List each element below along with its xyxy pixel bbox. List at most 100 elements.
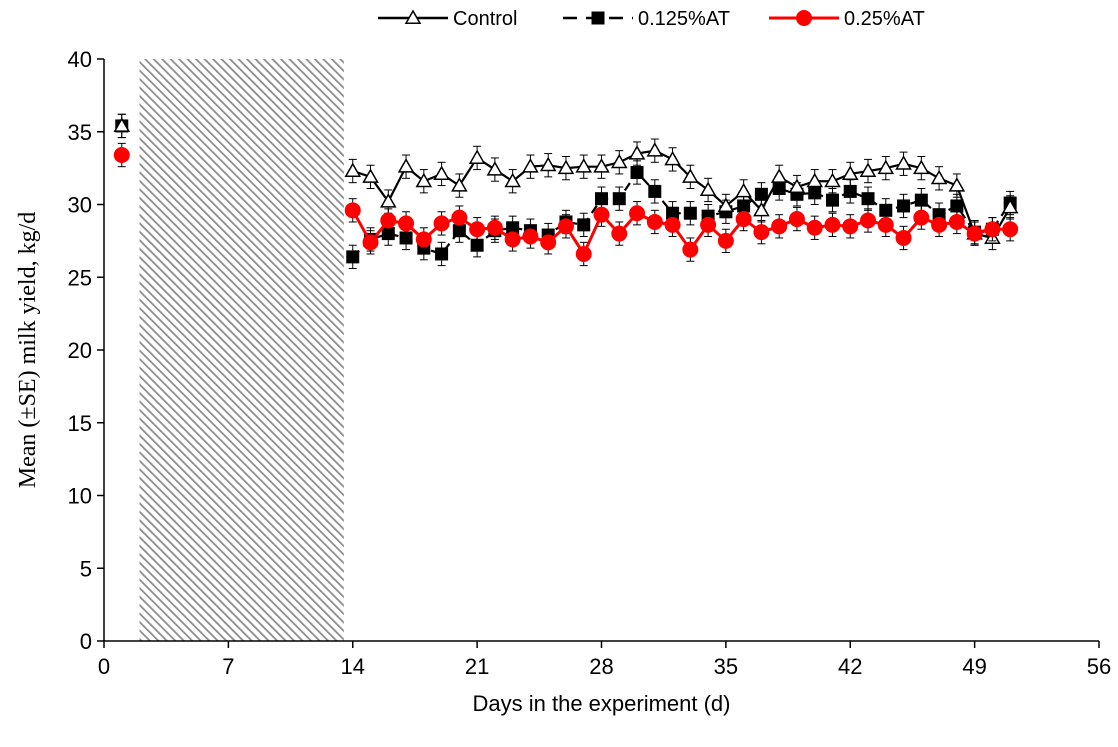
data-point	[646, 213, 663, 230]
data-point	[843, 184, 857, 198]
legend-item: 0.125%AT	[563, 8, 730, 30]
data-point	[664, 216, 681, 233]
data-point	[113, 117, 131, 132]
data-point	[717, 197, 735, 212]
data-point	[861, 192, 875, 206]
data-point	[735, 211, 752, 228]
data-point	[806, 172, 824, 188]
data-point	[435, 247, 449, 261]
data-point	[557, 159, 575, 175]
data-point	[522, 228, 539, 245]
data-point	[824, 172, 841, 188]
data-point	[913, 209, 930, 226]
data-point	[753, 201, 770, 217]
data-point	[557, 218, 574, 235]
y-axis-title: Mean (±SE) milk yield, kg/d	[15, 212, 41, 488]
data-point	[914, 193, 928, 207]
legend-marker	[796, 10, 812, 26]
data-point	[451, 209, 468, 226]
data-point	[577, 218, 591, 232]
data-point	[344, 202, 361, 219]
y-tick-label: 15	[68, 411, 92, 436]
x-tick-label: 0	[98, 654, 110, 679]
legend-marker	[591, 11, 605, 25]
shaded-region	[139, 59, 344, 641]
data-point	[788, 178, 806, 194]
data-point	[699, 181, 717, 196]
data-point	[486, 219, 503, 236]
data-point	[612, 192, 626, 206]
data-point	[630, 165, 644, 179]
series-line	[351, 170, 1012, 258]
data-point	[415, 231, 432, 248]
data-point	[984, 221, 1001, 238]
data-point	[841, 165, 859, 180]
data-point	[362, 234, 379, 251]
legend: Control 0.125%AT 0.25%AT	[378, 8, 925, 30]
legend-item: Control	[378, 8, 517, 30]
data-point	[948, 177, 966, 192]
data-point	[113, 147, 130, 164]
data-point	[824, 216, 841, 233]
data-point	[593, 206, 610, 223]
data-point	[877, 159, 895, 175]
data-point	[860, 212, 877, 229]
data-point	[877, 216, 894, 233]
data-point	[433, 215, 450, 232]
data-point	[806, 219, 823, 236]
data-point	[504, 172, 521, 188]
data-point	[398, 215, 415, 232]
data-point	[700, 216, 717, 233]
data-point	[451, 177, 468, 192]
data-point	[379, 193, 397, 208]
data-point	[575, 245, 592, 262]
data-point	[611, 225, 628, 242]
legend-marker	[404, 9, 422, 24]
data-point	[522, 158, 539, 173]
data-point	[931, 216, 948, 233]
data-point	[629, 205, 646, 222]
data-point	[859, 162, 877, 178]
data-point	[753, 224, 770, 241]
data-point	[895, 229, 912, 246]
data-point	[897, 199, 911, 213]
data-point	[788, 211, 805, 228]
data-point	[610, 153, 628, 169]
data-point	[735, 182, 752, 198]
data-point	[682, 168, 699, 183]
data-point	[646, 142, 664, 157]
y-tick-label: 20	[68, 338, 92, 363]
data-point	[648, 184, 662, 198]
axes: 0 5 10 15 20 25 30 35 40 0 7 14 21 28 35 42 49 56	[68, 47, 1112, 679]
data-point	[770, 168, 788, 183]
x-tick-label: 42	[838, 654, 862, 679]
data-point	[539, 156, 557, 172]
y-tick-label: 10	[68, 484, 92, 509]
data-point	[966, 225, 983, 242]
data-point	[664, 150, 681, 166]
data-point	[628, 145, 646, 160]
data-point	[683, 206, 697, 220]
legend-label: Control	[453, 8, 517, 30]
legend-label: 0.25%AT	[844, 8, 925, 30]
x-tick-label: 21	[465, 654, 489, 679]
data-point	[842, 218, 859, 235]
data-point	[344, 162, 362, 178]
data-point	[504, 231, 521, 248]
y-tick-label: 40	[68, 47, 92, 72]
y-tick-label: 25	[68, 265, 92, 290]
legend-item: 0.25%AT	[769, 8, 925, 30]
x-axis-title: Days in the experiment (d)	[473, 691, 731, 716]
series-line	[352, 149, 1012, 240]
data-point	[433, 165, 450, 180]
data-point	[948, 213, 965, 230]
series-layer	[113, 113, 1019, 270]
data-point	[913, 159, 930, 175]
data-point	[468, 149, 486, 164]
data-point	[380, 212, 397, 229]
data-point	[362, 168, 379, 183]
data-point	[346, 250, 360, 264]
data-point	[540, 234, 557, 251]
data-point	[575, 158, 593, 173]
